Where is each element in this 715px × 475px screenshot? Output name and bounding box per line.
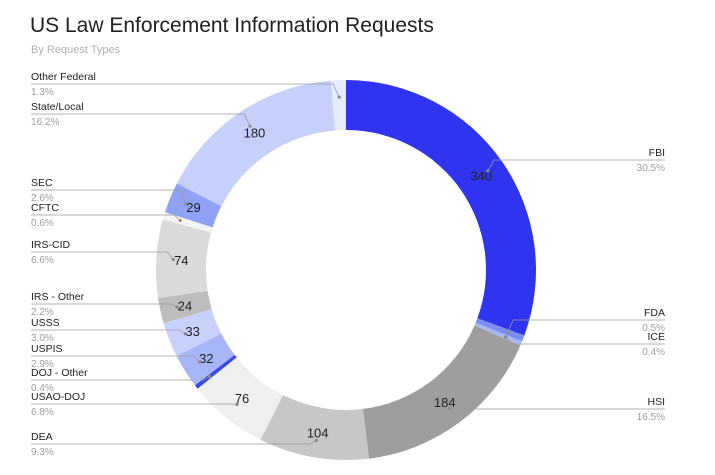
data-label-state-local: 180 [244, 126, 266, 141]
legend-name-irs-cid: IRS-CID [31, 239, 71, 251]
leader-dot-uspis [197, 360, 202, 364]
leader-line-other-federal [31, 83, 340, 98]
leader-dot-cftc [178, 218, 182, 223]
data-label-irs-cid: 74 [174, 253, 188, 268]
legend-name-hsi: HSI [647, 396, 665, 408]
leader-dot-usao-doj [235, 402, 239, 406]
legend-percent-dea: 9.3% [31, 447, 54, 458]
legend-percent-other-federal: 1.3% [31, 87, 54, 98]
leader-line-fbi [487, 159, 665, 172]
legend-percent-hsi: 16.5% [637, 412, 665, 423]
slice-usao-doj [197, 357, 284, 440]
slice-other-federal [330, 80, 346, 131]
legend-percent-fbi: 30.5% [637, 163, 665, 174]
slice-irs-other [158, 290, 212, 324]
leader-dot-hsi [447, 406, 452, 411]
leader-dot-sec [184, 202, 188, 206]
data-label-dea: 104 [307, 426, 329, 441]
legend-name-usao-doj: USAO-DOJ [31, 391, 85, 403]
legend-name-cftc: CFTC [31, 202, 59, 214]
leader-dot-usss [183, 332, 187, 336]
data-label-usss: 33 [185, 324, 199, 339]
legend-name-uspis: USPIS [31, 343, 63, 355]
legend-percent-irs-cid: 6.6% [31, 255, 54, 266]
data-label-hsi: 184 [434, 395, 456, 410]
leader-dot-dea [314, 438, 318, 443]
slice-usss [163, 309, 222, 357]
legend-name-dea: DEA [31, 431, 53, 443]
data-label-usao-doj: 76 [235, 391, 249, 406]
leader-line-usss [31, 329, 186, 335]
leader-line-irs-cid [31, 251, 174, 260]
slice-ice [474, 322, 523, 346]
slice-uspis [176, 333, 235, 386]
legend-name-doj-other: DOJ - Other [31, 367, 88, 379]
legend-name-ice: ICE [647, 331, 665, 343]
slice-cftc [162, 212, 213, 233]
leader-dot-other-federal [337, 95, 341, 99]
leader-line-sec [31, 189, 187, 205]
leader-dot-irs-cid [171, 257, 175, 262]
data-label-uspis: 32 [199, 351, 213, 366]
slice-doj-other [194, 354, 237, 389]
legend-percent-ice: 0.4% [642, 347, 665, 358]
legend-name-usss: USSS [31, 317, 60, 329]
data-label-sec: 29 [186, 200, 200, 215]
leader-line-state-local [31, 113, 251, 127]
legend-name-other-federal: Other Federal [31, 71, 96, 83]
leader-dot-irs-other [175, 305, 179, 309]
legend-percent-doj-other: 0.4% [31, 383, 54, 394]
leader-dot-state-local [248, 124, 252, 128]
slice-fda [475, 318, 525, 342]
leader-line-doj-other [31, 376, 210, 381]
leader-dot-fda [505, 330, 509, 335]
legend-name-irs-other: IRS - Other [31, 291, 85, 303]
legend-name-fbi: FBI [649, 147, 665, 159]
legend-percent-sec: 2.6% [31, 193, 54, 204]
legend-percent-cftc: 0.6% [31, 218, 54, 229]
slice-hsi [362, 325, 521, 459]
chart-title: US Law Enforcement Information Requests [30, 14, 434, 37]
legend-percent-fda: 0.5% [642, 323, 665, 334]
slice-state-local [176, 80, 335, 207]
leader-line-ice [505, 336, 665, 345]
data-label-fbi: 340 [470, 169, 492, 184]
legend-name-state-local: State/Local [31, 101, 84, 113]
leader-line-fda [506, 319, 665, 333]
slice-fbi [346, 80, 536, 336]
leader-dot-doj-other [208, 374, 212, 379]
leader-dot-fbi [486, 169, 490, 173]
leader-line-irs-other [31, 303, 178, 308]
legend-percent-state-local: 16.2% [31, 117, 59, 128]
chart-subtitle: By Request Types [31, 44, 121, 56]
legend-percent-usss: 3.0% [31, 333, 54, 344]
legend-percent-uspis: 2.9% [31, 359, 54, 370]
leader-line-dea [31, 440, 317, 445]
legend-name-sec: SEC [31, 177, 53, 189]
data-label-irs-other: 24 [178, 298, 192, 313]
leader-dot-ice [503, 335, 508, 339]
leader-line-uspis [31, 355, 200, 363]
legend-name-fda: FDA [644, 307, 665, 319]
legend-percent-usao-doj: 6.8% [31, 407, 54, 418]
legend-percent-irs-other: 2.2% [31, 307, 54, 318]
slice-sec [165, 183, 222, 228]
slice-irs-cid [156, 219, 212, 299]
